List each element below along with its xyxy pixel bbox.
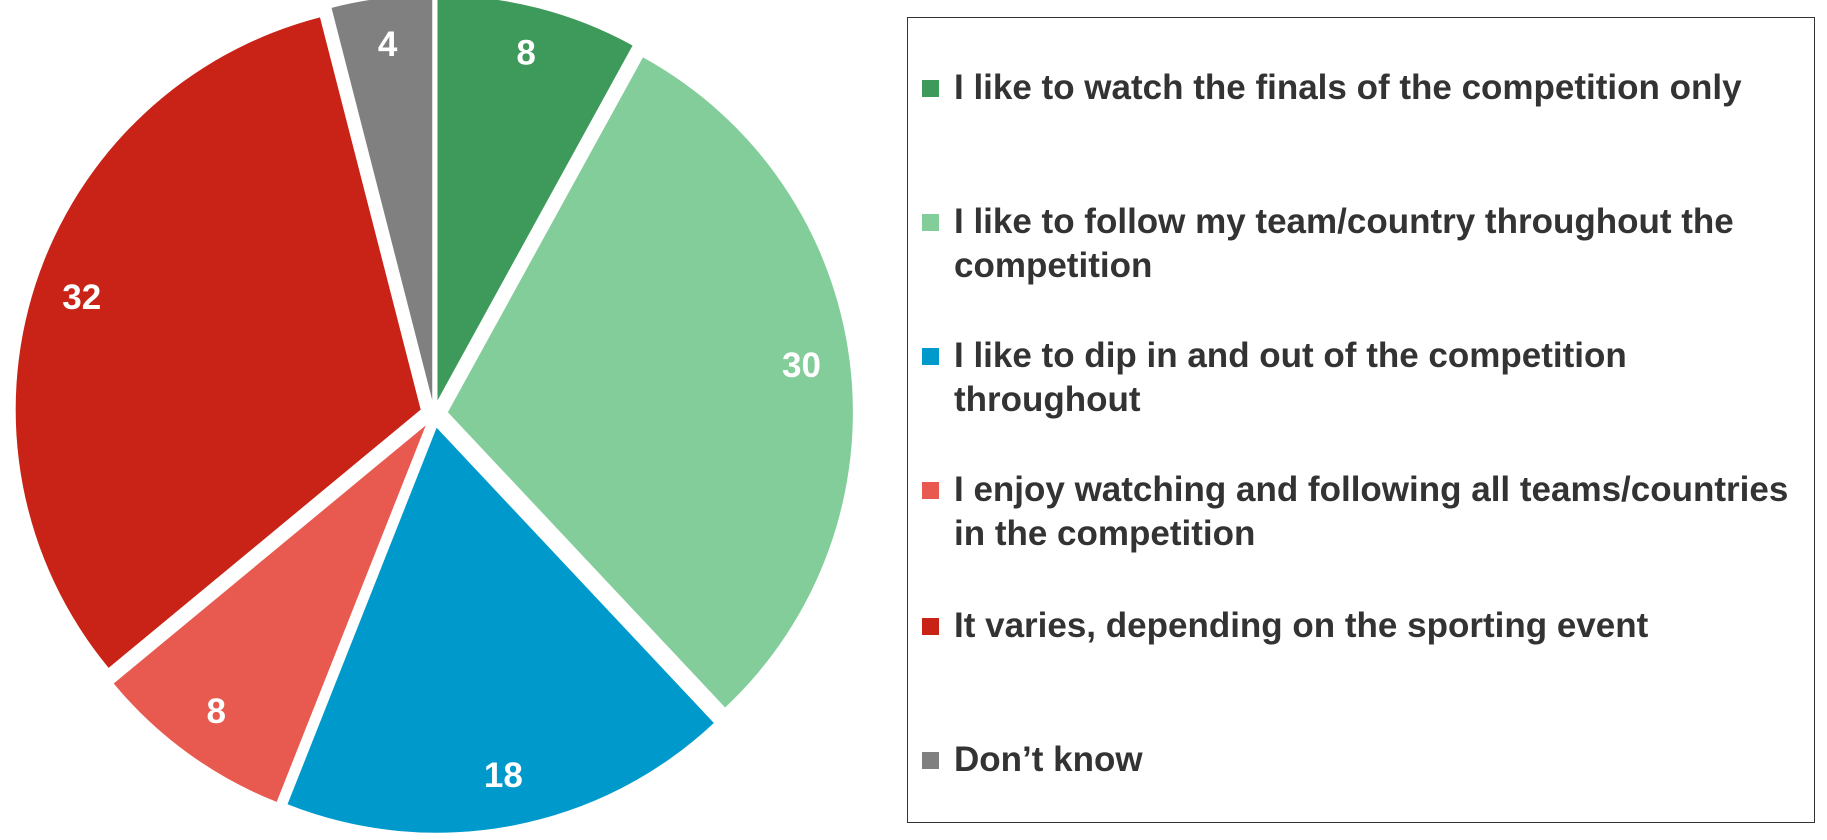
pie-slice [331, 0, 433, 401]
pie-slice [437, 0, 633, 401]
legend-item: I like to watch the finals of the compet… [922, 66, 1802, 110]
data-label: 4 [378, 25, 398, 64]
legend-label: I like to watch the finals of the compet… [954, 68, 1742, 107]
legend-item: I enjoy watching and following all teams… [922, 468, 1802, 556]
legend-item: Don’t know [922, 738, 1802, 782]
legend-swatch [922, 618, 939, 635]
data-label: 8 [207, 692, 226, 731]
data-label: 30 [782, 346, 821, 385]
pie-slice [287, 427, 714, 833]
legend-item: It varies, depending on the sporting eve… [922, 604, 1802, 648]
legend-item: I like to follow my team/country through… [922, 200, 1802, 288]
legend-swatch [922, 482, 939, 499]
legend-label: I like to dip in and out of the competit… [954, 336, 1627, 419]
legend-swatch [922, 348, 939, 365]
legend: I like to watch the finals of the compet… [907, 17, 1815, 823]
pie-slice [447, 57, 853, 708]
legend-swatch [922, 214, 939, 231]
legend-label: I enjoy watching and following all teams… [954, 470, 1789, 553]
pie-slice [15, 17, 421, 668]
data-label: 32 [62, 278, 101, 317]
pie-slice [113, 425, 426, 802]
legend-label: Don’t know [954, 740, 1143, 779]
data-label: 18 [484, 756, 523, 795]
legend-swatch [922, 752, 939, 769]
legend-swatch [922, 80, 939, 97]
legend-item: I like to dip in and out of the competit… [922, 334, 1802, 422]
data-label: 8 [516, 33, 535, 72]
pie: 8 30 18 8 32 4 [15, 0, 853, 833]
legend-label: I like to follow my team/country through… [954, 202, 1734, 285]
legend-label: It varies, depending on the sporting eve… [954, 606, 1649, 645]
